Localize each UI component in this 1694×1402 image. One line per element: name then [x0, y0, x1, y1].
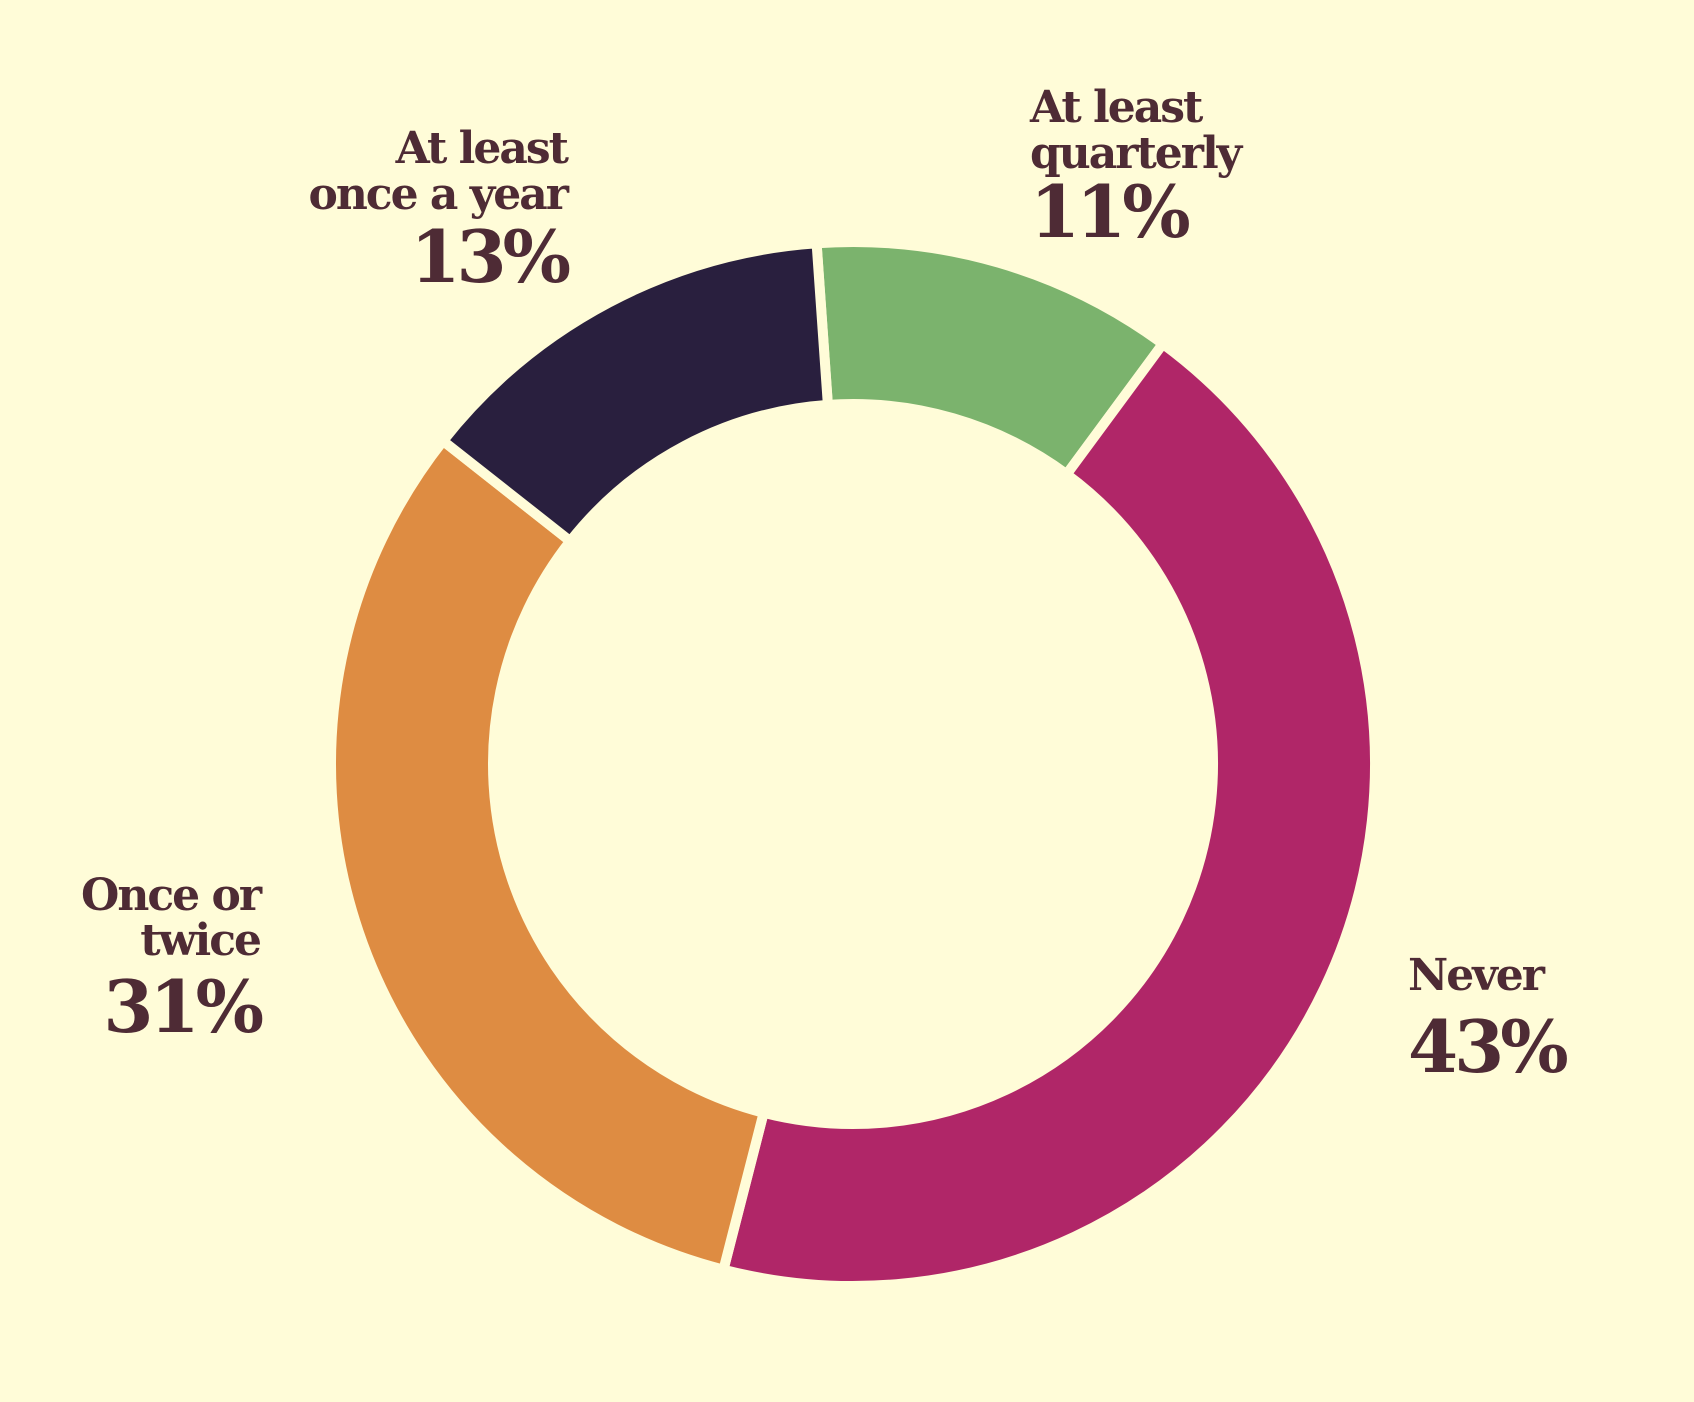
- label-once-or-twice-line1: Once or: [81, 870, 263, 921]
- label-once-or-twice-percent: 31%: [103, 964, 262, 1049]
- label-once-or-twice: Once or twice 31%: [81, 870, 267, 1049]
- label-never-percent: 43%: [1408, 1004, 1567, 1089]
- label-never: Never 43%: [1408, 950, 1571, 1089]
- slice-at-least-once-a-year: [436, 237, 834, 549]
- label-at-least-once-a-year: At least once a year 13%: [308, 123, 573, 299]
- label-at-least-once-a-year-line1: At least: [395, 123, 570, 174]
- label-once-or-twice-line2: twice: [140, 915, 260, 966]
- label-at-least-quarterly-line1: At least: [1029, 82, 1204, 133]
- slice-once-or-twice: [326, 433, 770, 1276]
- label-at-least-quarterly-percent: 11%: [1030, 169, 1189, 254]
- donut-slices: [326, 237, 1380, 1291]
- label-at-least-once-a-year-percent: 13%: [410, 214, 569, 299]
- label-never-line1: Never: [1408, 950, 1546, 1001]
- label-at-least-quarterly-line2: quarterly: [1030, 128, 1244, 179]
- slice-never: [717, 336, 1380, 1291]
- label-at-least-once-a-year-line2: once a year: [308, 169, 569, 220]
- label-at-least-quarterly: At least quarterly 11%: [1029, 82, 1246, 254]
